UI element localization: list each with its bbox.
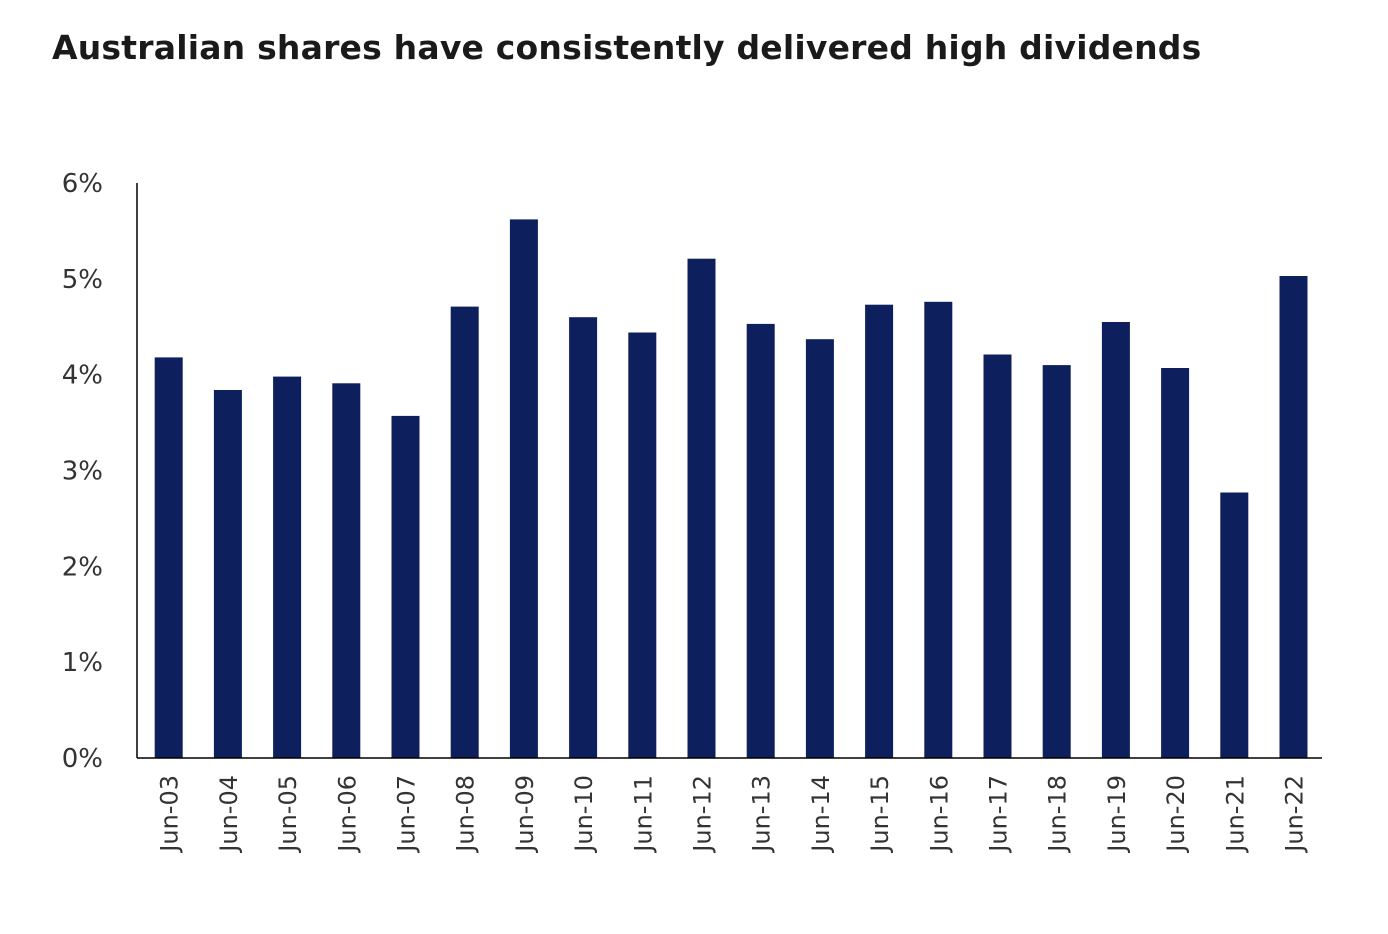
bar-jun-11 [628, 332, 657, 758]
bar-jun-18 [1042, 365, 1071, 758]
bar-jun-09 [509, 219, 538, 758]
axes [136, 183, 1322, 759]
chart-title: Australian shares have consistently deli… [52, 28, 1202, 67]
y-tick-label: 4% [62, 361, 103, 391]
y-tick-label: 0% [62, 744, 103, 774]
x-tick-label: Jun-04 [215, 775, 243, 854]
x-tick-label: Jun-12 [689, 775, 717, 854]
x-tick-label: Jun-16 [925, 775, 953, 854]
y-axis-ticks: 0% 1% 2% 3% 4% 5% 6% [62, 169, 103, 774]
x-tick-label: Jun-21 [1221, 775, 1249, 854]
bar-jun-16 [924, 301, 953, 758]
bar-jun-12 [687, 258, 716, 758]
x-tick-label: Jun-06 [333, 775, 361, 854]
y-tick-label: 3% [62, 457, 103, 487]
bar-jun-15 [865, 304, 894, 758]
x-tick-label: Jun-17 [985, 775, 1013, 854]
x-axis-labels: Jun-03 Jun-04 Jun-05 Jun-06 Jun-07 Jun-08 Jun-… [156, 775, 1309, 854]
x-tick-label: Jun-07 [393, 775, 421, 854]
x-tick-label: Jun-11 [629, 775, 657, 854]
bar-jun-14 [805, 339, 834, 758]
bar-jun-17 [983, 354, 1012, 758]
y-tick-label: 5% [62, 265, 103, 295]
bar-jun-06 [332, 383, 361, 758]
bar-jun-21 [1220, 492, 1249, 758]
bar-jun-19 [1101, 322, 1130, 758]
bar-jun-05 [273, 376, 302, 758]
bar-jun-08 [450, 306, 479, 758]
bar-jun-13 [746, 323, 775, 758]
x-tick-label: Jun-05 [274, 775, 302, 854]
bar-jun-04 [213, 390, 242, 758]
x-tick-label: Jun-15 [866, 775, 894, 854]
x-tick-label: Jun-13 [748, 775, 776, 854]
x-tick-label: Jun-08 [452, 775, 480, 854]
y-tick-label: 6% [62, 169, 103, 199]
bars-group [154, 219, 1308, 758]
x-tick-label: Jun-18 [1044, 775, 1072, 854]
x-tick-label: Jun-10 [570, 775, 598, 854]
y-tick-label: 2% [62, 552, 103, 582]
bar-jun-03 [154, 357, 183, 758]
x-tick-label: Jun-20 [1162, 775, 1190, 854]
bar-jun-07 [391, 415, 420, 758]
x-tick-label: Jun-19 [1103, 775, 1131, 854]
x-tick-label: Jun-14 [807, 775, 835, 854]
bar-jun-20 [1161, 368, 1190, 758]
y-tick-label: 1% [62, 648, 103, 678]
x-tick-label: Jun-09 [511, 775, 539, 854]
bar-jun-10 [569, 317, 598, 758]
x-tick-label: Jun-22 [1281, 775, 1309, 854]
x-tick-label: Jun-03 [156, 775, 184, 854]
bar-jun-22 [1279, 276, 1308, 758]
